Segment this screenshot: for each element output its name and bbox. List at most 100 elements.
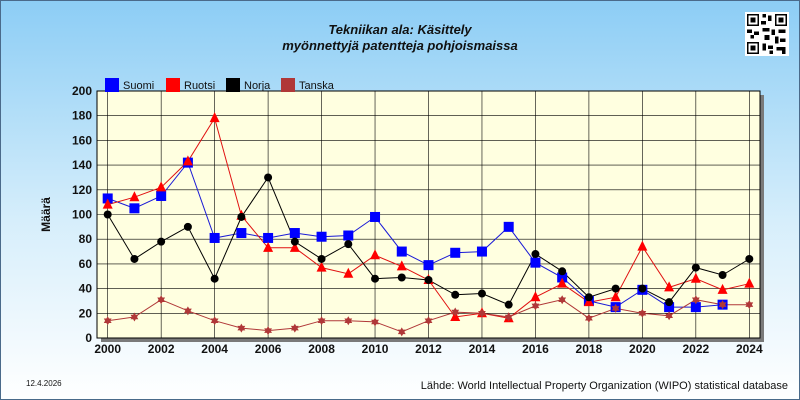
legend-label-suomi: Suomi — [123, 80, 154, 92]
legend-label-norja: Norja — [244, 80, 271, 92]
data-point-ruotsi — [209, 112, 220, 123]
data-point-norja — [397, 273, 406, 282]
data-point-norja — [638, 284, 647, 293]
chart-title-line1: Tekniikan ala: Käsittely — [328, 22, 472, 37]
data-point-suomi — [664, 302, 675, 313]
data-point-ruotsi — [530, 291, 541, 302]
data-point-ruotsi — [396, 260, 407, 271]
data-point-ruotsi — [343, 267, 354, 278]
data-point-tanska — [371, 317, 379, 327]
y-axis-label: Määrä — [39, 197, 53, 232]
y-tick-label: 40 — [79, 282, 93, 296]
qr-code-icon[interactable] — [745, 12, 789, 56]
y-tick-label: 180 — [72, 109, 92, 123]
y-tick-label: 120 — [72, 183, 92, 197]
data-point-ruotsi — [182, 155, 193, 166]
data-point-tanska — [344, 316, 353, 326]
data-point-suomi — [530, 257, 541, 268]
data-point-ruotsi — [156, 181, 167, 192]
data-point-ruotsi — [637, 240, 648, 251]
data-point-suomi — [236, 228, 247, 239]
data-point-suomi — [156, 190, 167, 201]
legend: Suomi Ruotsi Norja Tanska — [105, 78, 335, 92]
data-point-suomi — [557, 272, 568, 283]
data-point-norja — [584, 293, 593, 302]
data-point-ruotsi — [102, 198, 113, 209]
data-point-ruotsi — [316, 261, 327, 272]
data-point-norja — [237, 212, 246, 221]
data-point-tanska — [745, 300, 754, 310]
data-point-ruotsi — [664, 281, 675, 292]
legend-label-ruotsi: Ruotsi — [184, 80, 215, 92]
data-point-norja — [504, 300, 513, 309]
y-axis-ticks: 0 20 40 60 80 100 120 140 160 180 200 — [72, 84, 92, 345]
data-point-norja — [424, 275, 433, 284]
data-point-tanska — [397, 327, 406, 337]
x-tick-label: 2010 — [362, 342, 389, 356]
data-point-norja — [371, 274, 380, 283]
data-point-suomi — [102, 193, 113, 204]
data-point-tanska — [691, 295, 700, 305]
data-point-ruotsi — [263, 241, 274, 252]
data-point-tanska — [103, 316, 112, 326]
x-tick-label: 2008 — [308, 342, 335, 356]
x-tick-label: 2014 — [469, 342, 496, 356]
y-tick-label: 160 — [72, 133, 92, 147]
data-point-tanska — [130, 312, 139, 322]
legend-swatch-norja — [226, 78, 240, 92]
data-point-tanska — [478, 308, 486, 318]
data-point-norja — [183, 222, 192, 231]
data-point-tanska — [424, 316, 433, 326]
data-point-tanska — [718, 300, 727, 310]
data-point-suomi — [423, 260, 434, 271]
y-tick-label: 140 — [72, 158, 92, 172]
data-point-norja — [210, 274, 219, 283]
x-axis-ticks: 2000 2002 2004 2006 2008 2010 2012 2014 2016 2018… — [94, 342, 763, 356]
data-point-norja — [558, 267, 567, 276]
data-point-tanska — [210, 316, 219, 326]
data-point-tanska — [665, 311, 673, 321]
legend-swatch-tanska — [281, 78, 295, 92]
data-point-suomi — [209, 232, 220, 243]
data-point-tanska — [264, 326, 272, 336]
legend-swatch-ruotsi — [166, 78, 180, 92]
data-point-tanska — [585, 313, 593, 323]
date-stamp: 12.4.2026 — [26, 379, 62, 388]
data-point-suomi — [396, 246, 407, 257]
data-point-ruotsi — [744, 277, 755, 288]
data-point-norja — [718, 271, 727, 280]
data-point-norja — [157, 237, 166, 246]
y-tick-label: 200 — [72, 84, 92, 98]
x-tick-label: 2022 — [682, 342, 709, 356]
x-tick-label: 2000 — [94, 342, 121, 356]
data-point-norja — [317, 254, 326, 263]
data-point-norja — [264, 173, 273, 182]
data-point-tanska — [531, 301, 540, 311]
data-point-suomi — [316, 231, 327, 242]
data-point-norja — [665, 298, 674, 307]
x-tick-label: 2016 — [522, 342, 549, 356]
data-point-tanska — [184, 306, 192, 316]
data-point-norja — [103, 210, 112, 219]
data-point-tanska — [237, 323, 246, 333]
y-tick-label: 80 — [79, 232, 93, 246]
data-point-tanska — [157, 295, 166, 305]
x-tick-label: 2018 — [576, 342, 603, 356]
data-point-ruotsi — [690, 272, 701, 283]
data-point-suomi — [690, 302, 701, 313]
data-point-norja — [451, 290, 460, 299]
legend-swatch-suomi — [105, 78, 119, 92]
data-point-suomi — [343, 230, 354, 241]
data-point-suomi — [450, 247, 461, 258]
data-point-suomi — [476, 246, 487, 257]
data-point-suomi — [370, 211, 381, 222]
data-point-ruotsi — [289, 241, 300, 252]
source-note: Lähde: World Intellectual Property Organ… — [420, 380, 788, 392]
data-point-ruotsi — [557, 277, 568, 288]
data-point-norja — [691, 263, 700, 272]
x-tick-label: 2006 — [255, 342, 282, 356]
data-point-tanska — [611, 303, 620, 313]
data-point-suomi — [289, 228, 300, 239]
data-point-norja — [290, 237, 299, 246]
